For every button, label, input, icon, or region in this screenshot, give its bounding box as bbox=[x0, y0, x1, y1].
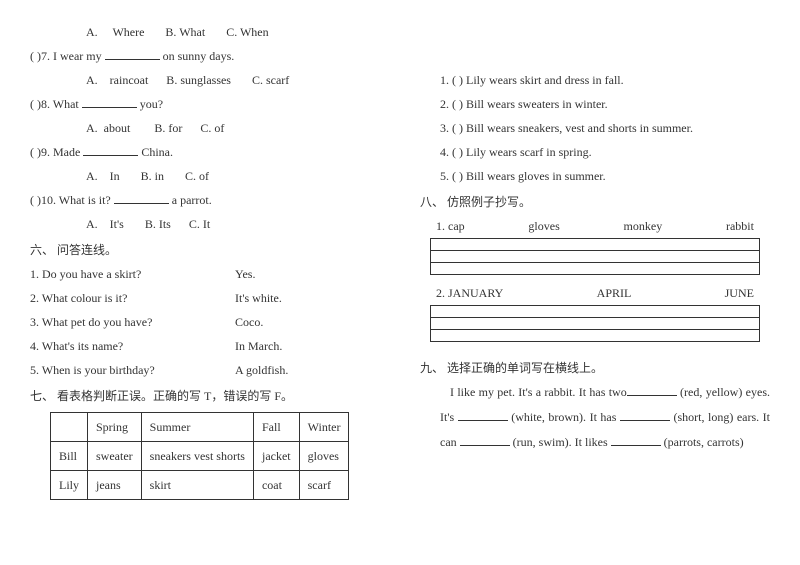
copy-row-2: 2. JANUARY APRIL JUNE bbox=[430, 281, 760, 305]
para-blank-2[interactable] bbox=[458, 410, 508, 421]
tf-3: 3. ( ) Bill wears sneakers, vest and sho… bbox=[440, 116, 770, 140]
cell: gloves bbox=[299, 442, 349, 471]
copy-word: 2. JANUARY bbox=[436, 281, 503, 305]
q8-blank[interactable] bbox=[82, 97, 137, 108]
q9: ( )9. Made China. bbox=[30, 140, 380, 164]
q8-prefix: ( )8. What bbox=[30, 97, 82, 111]
para-blank-3[interactable] bbox=[620, 410, 670, 421]
cell: scarf bbox=[299, 471, 349, 500]
tf-4: 4. ( ) Lily wears scarf in spring. bbox=[440, 140, 770, 164]
q10-blank[interactable] bbox=[114, 193, 169, 204]
q10-options: A. It's B. Its C. It bbox=[30, 212, 380, 236]
match-q-1: 1. Do you have a skirt? bbox=[30, 262, 235, 286]
q6-options: A. Where B. What C. When bbox=[30, 20, 380, 44]
q8-suffix: you? bbox=[137, 97, 163, 111]
cell bbox=[51, 413, 88, 442]
match-q-2: 2. What colour is it? bbox=[30, 286, 235, 310]
cell: jeans bbox=[88, 471, 142, 500]
q9-blank[interactable] bbox=[83, 145, 138, 156]
cell: Spring bbox=[88, 413, 142, 442]
q8: ( )8. What you? bbox=[30, 92, 380, 116]
writing-grid-2[interactable] bbox=[430, 305, 760, 342]
cell: sweater bbox=[88, 442, 142, 471]
tf-1: 1. ( ) Lily wears skirt and dress in fal… bbox=[440, 68, 770, 92]
match-row-4: 4. What's its name?In March. bbox=[30, 334, 380, 358]
para-blank-1[interactable] bbox=[627, 385, 677, 396]
q10-suffix: a parrot. bbox=[169, 193, 212, 207]
match-row-2: 2. What colour is it?It's white. bbox=[30, 286, 380, 310]
copy-word: rabbit bbox=[726, 214, 754, 238]
match-row-5: 5. When is your birthday?A goldfish. bbox=[30, 358, 380, 382]
para-text: (white, brown). It has bbox=[508, 410, 620, 424]
copy-row-1: 1. cap gloves monkey rabbit bbox=[430, 214, 760, 238]
table-row: Lily jeans skirt coat scarf bbox=[51, 471, 349, 500]
match-a-1: Yes. bbox=[235, 262, 255, 286]
cell: skirt bbox=[141, 471, 253, 500]
cell: Summer bbox=[141, 413, 253, 442]
cell: sneakers vest shorts bbox=[141, 442, 253, 471]
cell: Fall bbox=[253, 413, 299, 442]
q10-prefix: ( )10. What is it? bbox=[30, 193, 114, 207]
match-q-5: 5. When is your birthday? bbox=[30, 358, 235, 382]
table-row: Spring Summer Fall Winter bbox=[51, 413, 349, 442]
section6-title: 六、 问答连线。 bbox=[30, 238, 380, 262]
writing-grid-1[interactable] bbox=[430, 238, 760, 275]
cell: Winter bbox=[299, 413, 349, 442]
q7-options: A. raincoat B. sunglasses C. scarf bbox=[30, 68, 380, 92]
match-a-4: In March. bbox=[235, 334, 282, 358]
match-a-2: It's white. bbox=[235, 286, 282, 310]
q7: ( )7. I wear my on sunny days. bbox=[30, 44, 380, 68]
match-q-3: 3. What pet do you have? bbox=[30, 310, 235, 334]
fill-paragraph: I like my pet. It's a rabbit. It has two… bbox=[420, 380, 770, 456]
match-a-5: A goldfish. bbox=[235, 358, 288, 382]
copy-word: JUNE bbox=[725, 281, 754, 305]
copy-word: monkey bbox=[624, 214, 663, 238]
q9-suffix: China. bbox=[138, 145, 173, 159]
q8-options: A. about B. for C. of bbox=[30, 116, 380, 140]
q10: ( )10. What is it? a parrot. bbox=[30, 188, 380, 212]
q7-prefix: ( )7. I wear my bbox=[30, 49, 105, 63]
section7-title: 七、 看表格判断正误。正确的写 T，错误的写 F。 bbox=[30, 384, 380, 408]
q7-blank[interactable] bbox=[105, 49, 160, 60]
tf-5: 5. ( ) Bill wears gloves in summer. bbox=[440, 164, 770, 188]
para-blank-5[interactable] bbox=[611, 436, 661, 447]
cell: Lily bbox=[51, 471, 88, 500]
cell: Bill bbox=[51, 442, 88, 471]
clothes-table: Spring Summer Fall Winter Bill sweater s… bbox=[50, 412, 349, 500]
copy-word: 1. cap bbox=[436, 214, 465, 238]
para-text: I like my pet. It's a rabbit. It has two bbox=[450, 385, 627, 399]
copy-word: APRIL bbox=[597, 281, 632, 305]
para-text: (run, swim). It likes bbox=[510, 435, 611, 449]
tf-2: 2. ( ) Bill wears sweaters in winter. bbox=[440, 92, 770, 116]
q9-options: A. In B. in C. of bbox=[30, 164, 380, 188]
q7-suffix: on sunny days. bbox=[160, 49, 235, 63]
cell: jacket bbox=[253, 442, 299, 471]
section8-title: 八、 仿照例子抄写。 bbox=[420, 190, 770, 214]
para-text: (parrots, carrots) bbox=[661, 435, 744, 449]
table-row: Bill sweater sneakers vest shorts jacket… bbox=[51, 442, 349, 471]
section9-title: 九、 选择正确的单词写在横线上。 bbox=[420, 356, 770, 380]
match-row-3: 3. What pet do you have?Coco. bbox=[30, 310, 380, 334]
match-q-4: 4. What's its name? bbox=[30, 334, 235, 358]
match-a-3: Coco. bbox=[235, 310, 263, 334]
para-blank-4[interactable] bbox=[460, 436, 510, 447]
copy-word: gloves bbox=[528, 214, 559, 238]
cell: coat bbox=[253, 471, 299, 500]
match-row-1: 1. Do you have a skirt?Yes. bbox=[30, 262, 380, 286]
q9-prefix: ( )9. Made bbox=[30, 145, 83, 159]
